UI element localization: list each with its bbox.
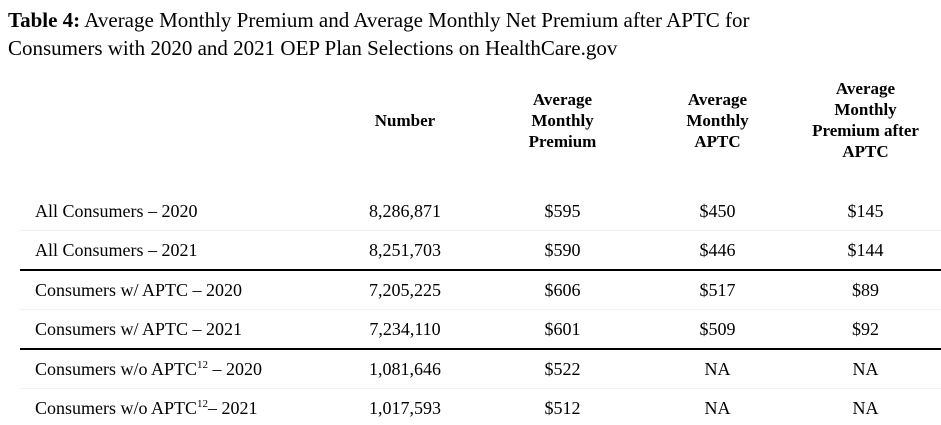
footnote-marker: 12	[197, 358, 209, 371]
table-row: Consumers w/ APTC – 2020 7,205,225 $606 …	[20, 270, 941, 310]
row-label-cell: All Consumers – 2020	[20, 192, 330, 231]
premium-cell: $512	[480, 388, 645, 425]
column-header-avg-monthly-aptc: Average Monthly APTC	[686, 89, 749, 151]
premium-cell: $595	[480, 192, 645, 231]
number-cell: 8,251,703	[330, 230, 480, 271]
premium-cell: $606	[480, 270, 645, 310]
row-label: Consumers w/ APTC – 2020	[35, 279, 243, 300]
column-header-avg-monthly-premium-after-aptc: Average Monthly Premium after APTC	[812, 79, 919, 161]
column-header-avg-monthly-premium: Average Monthly Premium	[528, 89, 597, 151]
number-cell: 8,286,871	[330, 192, 480, 231]
row-label-cell: All Consumers – 2021	[20, 230, 330, 271]
row-label: All Consumers – 2021	[35, 239, 198, 260]
row-label: Consumers w/o APTC	[35, 397, 198, 418]
table-caption-line2: Consumers with 2020 and 2021 OEP Plan Se…	[8, 36, 618, 60]
column-header-number: Number	[374, 110, 436, 130]
row-label-cell: Consumers w/o APTC12– 2021	[20, 388, 330, 425]
premium-cell: $522	[480, 349, 645, 389]
aptc-cell: NA	[645, 349, 790, 389]
row-label-cell: Consumers w/ APTC – 2021	[20, 309, 330, 350]
aptc-cell: $517	[645, 270, 790, 310]
footnote-marker: 12	[197, 397, 209, 410]
net-premium-cell: $92	[790, 309, 941, 350]
net-premium-cell: NA	[790, 349, 941, 389]
table-row: Consumers w/ APTC – 2021 7,234,110 $601 …	[20, 309, 941, 350]
table-row: Consumers w/o APTC12 – 2020 1,081,646 $5…	[20, 349, 941, 389]
table-row: Consumers w/o APTC12– 2021 1,017,593 $51…	[20, 388, 941, 425]
table-caption-line1: Average Monthly Premium and Average Mont…	[80, 8, 750, 32]
row-label-cell: Consumers w/o APTC12 – 2020	[20, 349, 330, 389]
row-label: Consumers w/o APTC	[35, 358, 198, 379]
net-premium-cell: $89	[790, 270, 941, 310]
row-label: Consumers w/ APTC – 2021	[35, 318, 243, 339]
number-cell: 7,234,110	[330, 309, 480, 350]
aptc-cell: $446	[645, 230, 790, 271]
premium-cell: $590	[480, 230, 645, 271]
table-caption: Table 4: Average Monthly Premium and Ave…	[8, 6, 941, 62]
row-label-tail: – 2021	[208, 397, 258, 418]
table-row: All Consumers – 2020 8,286,871 $595 $450…	[20, 192, 941, 231]
net-premium-cell: $145	[790, 192, 941, 231]
column-header-blank	[20, 66, 330, 192]
row-label-tail: – 2020	[208, 358, 263, 379]
row-label: All Consumers – 2020	[35, 200, 198, 221]
header-row: Number Average Monthly Premium Average M…	[20, 66, 941, 192]
row-label-cell: Consumers w/ APTC – 2020	[20, 270, 330, 310]
number-cell: 7,205,225	[330, 270, 480, 310]
number-cell: 1,081,646	[330, 349, 480, 389]
premium-cell: $601	[480, 309, 645, 350]
table-caption-number: Table 4:	[8, 8, 81, 32]
premium-table: Number Average Monthly Premium Average M…	[20, 66, 941, 425]
aptc-cell: NA	[645, 388, 790, 425]
table-row: All Consumers – 2021 8,251,703 $590 $446…	[20, 230, 941, 271]
net-premium-cell: NA	[790, 388, 941, 425]
net-premium-cell: $144	[790, 230, 941, 271]
aptc-cell: $509	[645, 309, 790, 350]
aptc-cell: $450	[645, 192, 790, 231]
number-cell: 1,017,593	[330, 388, 480, 425]
